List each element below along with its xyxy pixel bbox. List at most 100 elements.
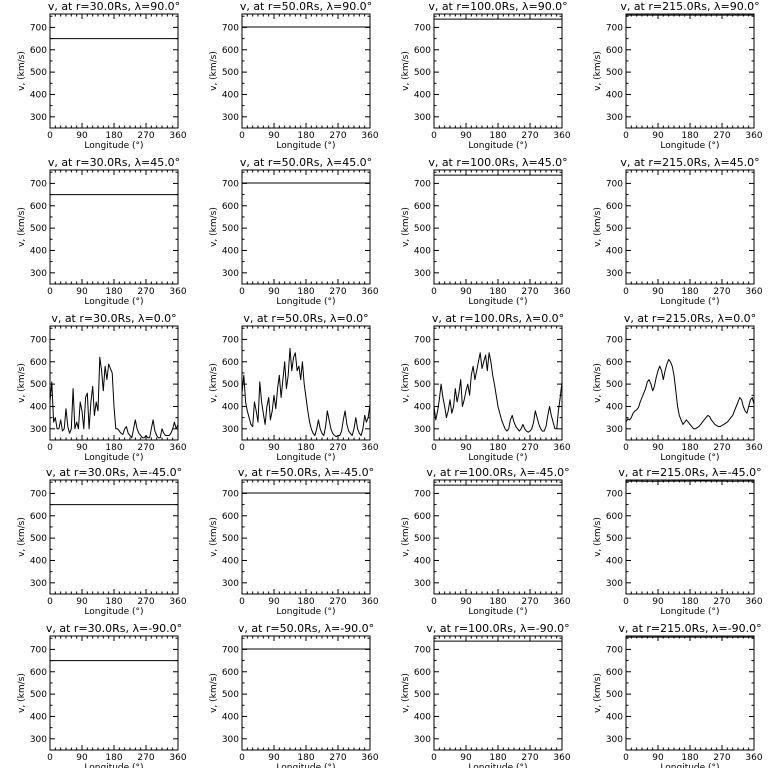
y-axis-label: v, (km/s) [401, 207, 411, 247]
panel-title: v, at r=100.0Rs, λ=0.0° [432, 312, 564, 325]
panel-r215.0-lat45.0: v, at r=215.0Rs, λ=45.0° 0 90 180 270 360 300 4… [593, 156, 763, 307]
x-tick-label: 90 [652, 287, 664, 297]
x-tick-label: 270 [137, 287, 154, 297]
y-tick-label: 400 [414, 556, 431, 566]
x-axis-label: Longitude (°) [276, 141, 335, 151]
y-tick-label: 400 [222, 712, 239, 722]
y-tick-label: 700 [30, 23, 47, 33]
y-tick-label: 400 [222, 90, 239, 100]
y-tick-label: 600 [606, 512, 623, 522]
plot-frame [625, 635, 755, 751]
y-tick-label: 700 [222, 489, 239, 499]
y-tick-label: 500 [30, 690, 47, 700]
y-tick-label: 300 [414, 735, 431, 745]
y-tick-label: 700 [222, 179, 239, 189]
x-tick-label: 180 [105, 131, 122, 141]
x-axis-label: Longitude (°) [660, 763, 719, 768]
x-tick-label: 180 [489, 131, 506, 141]
y-tick-label: 600 [30, 358, 47, 368]
y-tick-label: 600 [30, 512, 47, 522]
panel-r50.0-lat-90.0: v, at r=50.0Rs, λ=-90.0° 0 90 180 270 360 300 4… [209, 622, 379, 768]
x-tick-label: 360 [745, 131, 762, 141]
plot-frame [433, 479, 563, 595]
x-tick-label: 270 [521, 287, 538, 297]
panel-title: v, at r=100.0Rs, λ=-90.0° [426, 622, 569, 635]
plot-frame [625, 13, 755, 129]
y-tick-label: 400 [222, 556, 239, 566]
x-tick-label: 90 [460, 131, 472, 141]
x-tick-label: 180 [681, 287, 698, 297]
y-tick-label: 300 [414, 269, 431, 279]
x-tick-label: 90 [268, 443, 280, 453]
x-axis-label: Longitude (°) [468, 297, 527, 307]
x-tick-label: 0 [239, 131, 245, 141]
x-tick-label: 180 [297, 287, 314, 297]
x-tick-label: 90 [460, 597, 472, 607]
y-tick-label: 300 [414, 113, 431, 123]
x-tick-label: 0 [47, 131, 53, 141]
x-tick-label: 90 [76, 443, 88, 453]
x-tick-label: 0 [623, 597, 629, 607]
y-tick-label: 300 [30, 269, 47, 279]
panel-r215.0-lat0.0: v, at r=215.0Rs, λ=0.0° 0 90 180 270 360 300 40… [593, 312, 763, 463]
x-tick-label: 0 [239, 753, 245, 763]
x-tick-label: 360 [553, 131, 570, 141]
y-tick-label: 400 [414, 712, 431, 722]
x-tick-label: 90 [268, 597, 280, 607]
y-tick-label: 400 [30, 90, 47, 100]
x-tick-label: 90 [460, 287, 472, 297]
y-tick-label: 300 [414, 425, 431, 435]
panel-r50.0-lat45.0: v, at r=50.0Rs, λ=45.0° 0 90 180 270 360 300 40… [209, 156, 379, 307]
y-tick-label: 600 [222, 668, 239, 678]
y-tick-label: 600 [30, 46, 47, 56]
y-axis-label: v, (km/s) [17, 363, 27, 403]
y-tick-label: 500 [222, 380, 239, 390]
y-tick-label: 700 [414, 23, 431, 33]
y-tick-label: 300 [30, 113, 47, 123]
y-tick-label: 500 [414, 380, 431, 390]
plot-frame [49, 479, 179, 595]
x-tick-label: 270 [713, 287, 730, 297]
y-tick-label: 600 [30, 202, 47, 212]
panel-title: v, at r=215.0Rs, λ=0.0° [624, 312, 756, 325]
panel-r100.0-lat45.0: v, at r=100.0Rs, λ=45.0° 0 90 180 270 360 300 4… [401, 156, 571, 307]
y-tick-label: 400 [606, 556, 623, 566]
y-tick-label: 300 [222, 113, 239, 123]
plot-frame [241, 635, 371, 751]
x-tick-label: 180 [489, 597, 506, 607]
y-tick-label: 400 [606, 246, 623, 256]
x-tick-label: 180 [681, 131, 698, 141]
y-axis-label: v, (km/s) [209, 517, 219, 557]
y-tick-label: 500 [606, 690, 623, 700]
panel-r30.0-lat90.0: v, at r=30.0Rs, λ=90.0° 0 90 180 270 360 300 40… [17, 0, 187, 151]
x-tick-label: 0 [431, 753, 437, 763]
y-tick-label: 600 [414, 46, 431, 56]
y-tick-label: 600 [414, 668, 431, 678]
x-tick-label: 270 [329, 287, 346, 297]
x-tick-label: 360 [169, 597, 186, 607]
x-tick-label: 90 [652, 131, 664, 141]
plot-frame [433, 169, 563, 285]
x-axis-label: Longitude (°) [276, 453, 335, 463]
plot-frame [49, 13, 179, 129]
y-tick-label: 400 [30, 712, 47, 722]
x-tick-label: 270 [713, 443, 730, 453]
y-axis-label: v, (km/s) [17, 51, 27, 91]
y-tick-label: 500 [30, 534, 47, 544]
x-tick-label: 90 [76, 753, 88, 763]
panel-title: v, at r=100.0Rs, λ=90.0° [428, 0, 567, 13]
y-tick-label: 300 [30, 425, 47, 435]
y-tick-label: 300 [414, 579, 431, 589]
y-axis-label: v, (km/s) [401, 673, 411, 713]
x-tick-label: 360 [169, 753, 186, 763]
x-axis-label: Longitude (°) [84, 607, 143, 617]
x-tick-label: 360 [361, 287, 378, 297]
x-tick-label: 270 [521, 443, 538, 453]
y-tick-label: 700 [606, 335, 623, 345]
x-tick-label: 360 [553, 287, 570, 297]
x-tick-label: 0 [623, 443, 629, 453]
x-tick-label: 0 [431, 597, 437, 607]
x-tick-label: 270 [329, 131, 346, 141]
y-tick-label: 600 [606, 46, 623, 56]
y-tick-label: 500 [606, 224, 623, 234]
